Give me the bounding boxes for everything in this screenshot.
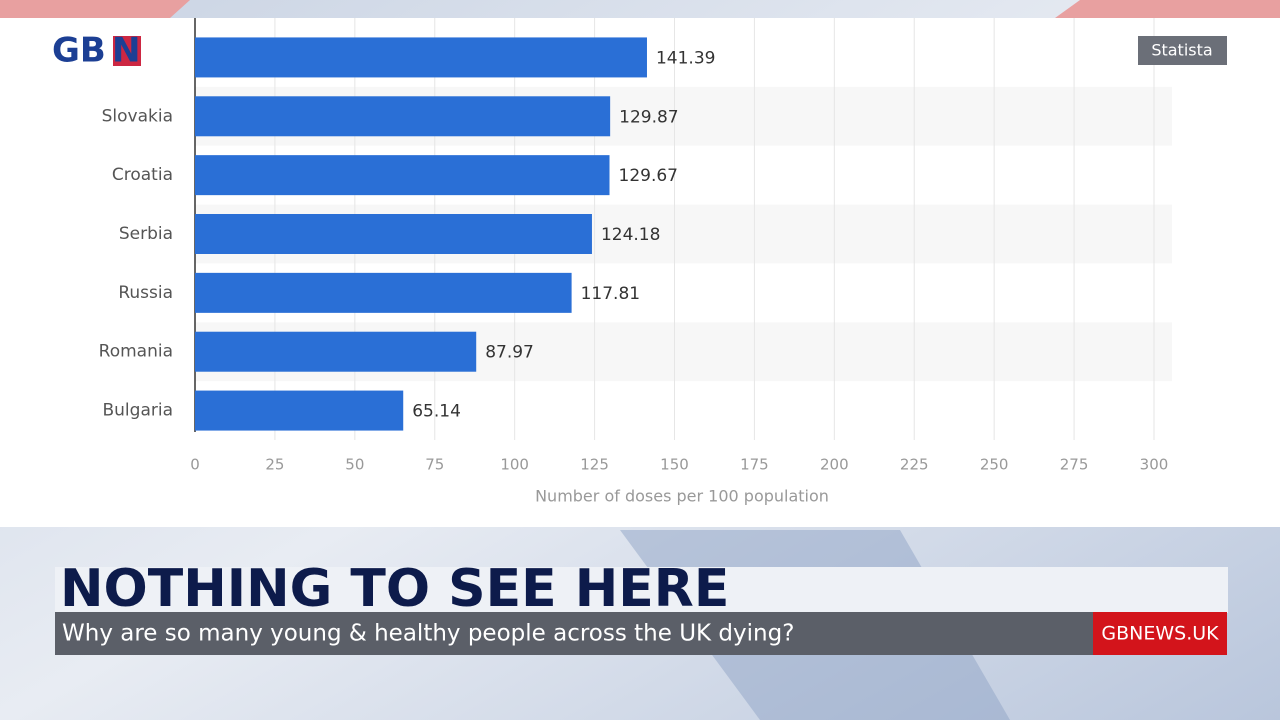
y-tick-label: Romania bbox=[99, 342, 173, 362]
x-tick-label: 275 bbox=[1060, 456, 1089, 474]
bar bbox=[195, 331, 477, 372]
source-badge bbox=[1138, 36, 1227, 65]
x-tick-label: 250 bbox=[980, 456, 1009, 474]
bar bbox=[195, 155, 610, 196]
y-tick-label: Slovakia bbox=[102, 106, 173, 126]
logo-gb: GB bbox=[52, 31, 106, 71]
chart: 0255075100125150175200225250275300Sloven… bbox=[99, 18, 1172, 474]
value-label: 124.18 bbox=[601, 225, 660, 245]
value-label: 117.81 bbox=[581, 284, 640, 304]
bar bbox=[195, 214, 592, 254]
bar bbox=[195, 390, 404, 431]
headline: NOTHING TO SEE HERE bbox=[60, 559, 729, 619]
value-label: 65.14 bbox=[412, 402, 461, 422]
value-label: 141.39 bbox=[656, 48, 715, 68]
value-label: 129.87 bbox=[619, 107, 678, 127]
site-badge bbox=[1093, 612, 1227, 655]
headline-bar bbox=[55, 567, 1228, 613]
x-axis-title: Number of doses per 100 population bbox=[535, 487, 829, 506]
x-tick-label: 0 bbox=[190, 456, 200, 474]
x-tick-label: 200 bbox=[820, 456, 849, 474]
x-tick-label: 300 bbox=[1140, 456, 1169, 474]
decor bbox=[0, 0, 190, 18]
site: GBNEWS.UK bbox=[1101, 623, 1219, 645]
y-tick-label: Russia bbox=[118, 283, 173, 303]
bar bbox=[195, 96, 611, 137]
x-tick-label: 100 bbox=[500, 456, 529, 474]
x-tick-label: 75 bbox=[425, 456, 444, 474]
logo-n: N bbox=[112, 31, 140, 71]
logo-bg bbox=[48, 30, 176, 74]
logo-flag bbox=[113, 36, 141, 66]
source: Statista bbox=[1151, 41, 1212, 60]
x-tick-label: 125 bbox=[580, 456, 609, 474]
y-tick-label: Serbia bbox=[119, 224, 173, 244]
ticker: Why are so many young & healthy people a… bbox=[62, 621, 794, 647]
x-tick-label: 175 bbox=[740, 456, 769, 474]
x-tick-label: 225 bbox=[900, 456, 929, 474]
value-label: 87.97 bbox=[485, 343, 534, 363]
x-tick-label: 25 bbox=[265, 456, 284, 474]
ticker-bar bbox=[55, 612, 1093, 655]
y-tick-label: Bulgaria bbox=[103, 401, 174, 421]
x-tick-label: 50 bbox=[345, 456, 364, 474]
bar bbox=[195, 272, 572, 313]
value-label: 129.67 bbox=[619, 166, 678, 186]
y-tick-label: Croatia bbox=[112, 165, 173, 185]
decor bbox=[1055, 0, 1280, 18]
x-tick-label: 150 bbox=[660, 456, 689, 474]
bar bbox=[195, 37, 647, 78]
